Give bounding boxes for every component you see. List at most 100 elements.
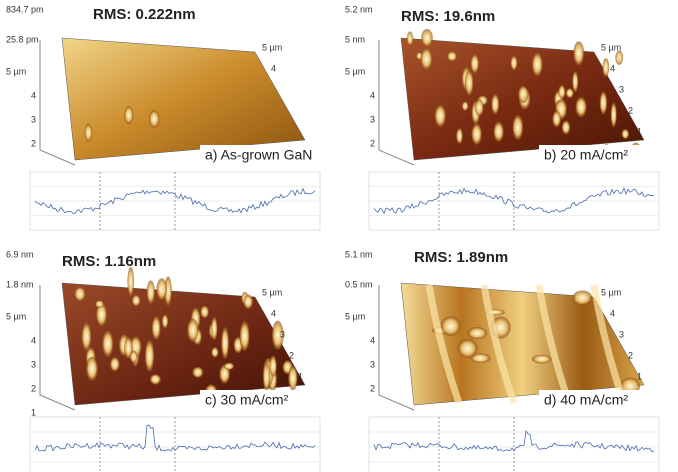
panel-label: c) 30 mA/cm² — [205, 392, 289, 408]
peak — [82, 322, 92, 351]
peak — [149, 110, 160, 128]
peak — [447, 51, 457, 61]
peak — [130, 351, 138, 363]
peak — [187, 318, 198, 341]
peak — [243, 294, 253, 309]
z-min: 25.8 pm — [6, 34, 39, 44]
peak — [456, 128, 463, 144]
y-axis-label: 4 — [370, 90, 375, 100]
peak — [132, 295, 141, 307]
rms-value: RMS: 1.89nm — [414, 249, 508, 266]
y-axis-label: 2 — [370, 383, 375, 393]
panel-label: a) As-grown GaN — [205, 147, 312, 163]
z-max: 834.7 pm — [6, 4, 44, 14]
y-axis-label: 5 µm — [345, 311, 365, 321]
peak — [145, 340, 154, 372]
x-axis-label: 3 — [280, 329, 285, 339]
peak — [471, 54, 480, 73]
peak — [240, 321, 250, 351]
peak — [156, 278, 167, 300]
peak — [435, 105, 446, 127]
z-min: 5 nm — [345, 34, 365, 44]
peak — [575, 97, 586, 117]
peak — [471, 123, 482, 145]
y-axis-label: 3 — [31, 359, 36, 369]
peak — [493, 122, 503, 142]
peak — [211, 317, 217, 341]
peak — [152, 316, 161, 340]
peak — [462, 101, 468, 110]
y-axis-label: 2 — [31, 138, 36, 148]
y-axis-label: 3 — [31, 114, 36, 124]
peak — [147, 280, 155, 304]
peak — [269, 355, 276, 376]
y-axis-label: 4 — [31, 335, 36, 345]
x-axis-label: 5 µm — [262, 42, 282, 52]
x-axis-label: 4 — [271, 308, 276, 318]
figure: RMS: 0.222nm 834.7 pm 25.8 pm 5 µm 4 3 2 5 µm 4 a… — [0, 0, 678, 472]
peak — [512, 115, 523, 140]
peak — [572, 71, 578, 92]
z-max: 5.1 nm — [345, 249, 373, 259]
panel-label: d) 40 mA/cm² — [544, 392, 628, 408]
rms-value: RMS: 0.222nm — [93, 6, 196, 23]
y-axis-label: 1 — [31, 407, 36, 417]
y-axis-label: 2 — [370, 138, 375, 148]
x-axis-label: 3 — [619, 329, 624, 339]
surface — [62, 38, 305, 160]
x-axis-label: 4 — [271, 63, 276, 73]
peak — [573, 41, 584, 65]
peak — [124, 106, 133, 124]
peak — [192, 367, 203, 378]
peak — [475, 99, 484, 116]
peak — [510, 56, 517, 71]
peak — [552, 111, 561, 128]
peak — [224, 363, 234, 370]
peak — [85, 124, 93, 142]
peak — [102, 330, 113, 357]
peak — [150, 374, 161, 385]
x-axis-label: 2 — [289, 350, 294, 360]
peak — [622, 129, 629, 139]
z-max: 5.2 nm — [345, 4, 373, 14]
x-axis-label: 5 µm — [262, 287, 282, 297]
x-axis-label: 5 µm — [601, 42, 621, 52]
y-axis-label: 5 µm — [345, 66, 365, 76]
peak — [421, 48, 433, 70]
x-axis-label: 1 — [637, 371, 642, 381]
z-max: 6.9 nm — [6, 249, 34, 259]
peak — [162, 314, 168, 328]
rms-value: RMS: 1.16nm — [62, 253, 156, 270]
panel-label: b) 20 mA/cm² — [544, 147, 628, 163]
peak — [562, 120, 570, 134]
peak — [263, 362, 270, 391]
peak — [95, 300, 104, 307]
x-axis-label: 3 — [619, 84, 624, 94]
x-axis-label: 2 — [628, 350, 633, 360]
peak — [110, 357, 120, 372]
x-axis-label: 2 — [628, 105, 633, 115]
x-axis-label: 1 — [298, 371, 303, 381]
peak — [602, 58, 609, 77]
rms-value: RMS: 19.6nm — [401, 8, 495, 25]
peak — [407, 31, 414, 45]
y-axis-label: 2 — [31, 383, 36, 393]
peak — [615, 51, 623, 65]
y-axis-label: 3 — [370, 114, 375, 124]
peak — [221, 327, 229, 360]
peak — [458, 339, 478, 358]
z-min: 1.8 nm — [6, 279, 34, 289]
peak — [566, 88, 574, 98]
peak — [86, 357, 98, 381]
x-axis-label: 4 — [610, 308, 615, 318]
peak — [421, 29, 433, 47]
y-axis-label: 3 — [370, 359, 375, 369]
peak — [600, 91, 608, 114]
peak — [518, 86, 528, 103]
peak — [532, 52, 543, 76]
x-axis-label: 4 — [610, 63, 615, 73]
peak — [74, 287, 85, 302]
peak — [491, 94, 499, 115]
y-axis-label: 4 — [31, 90, 36, 100]
x-axis-label: 5 µm — [601, 287, 621, 297]
